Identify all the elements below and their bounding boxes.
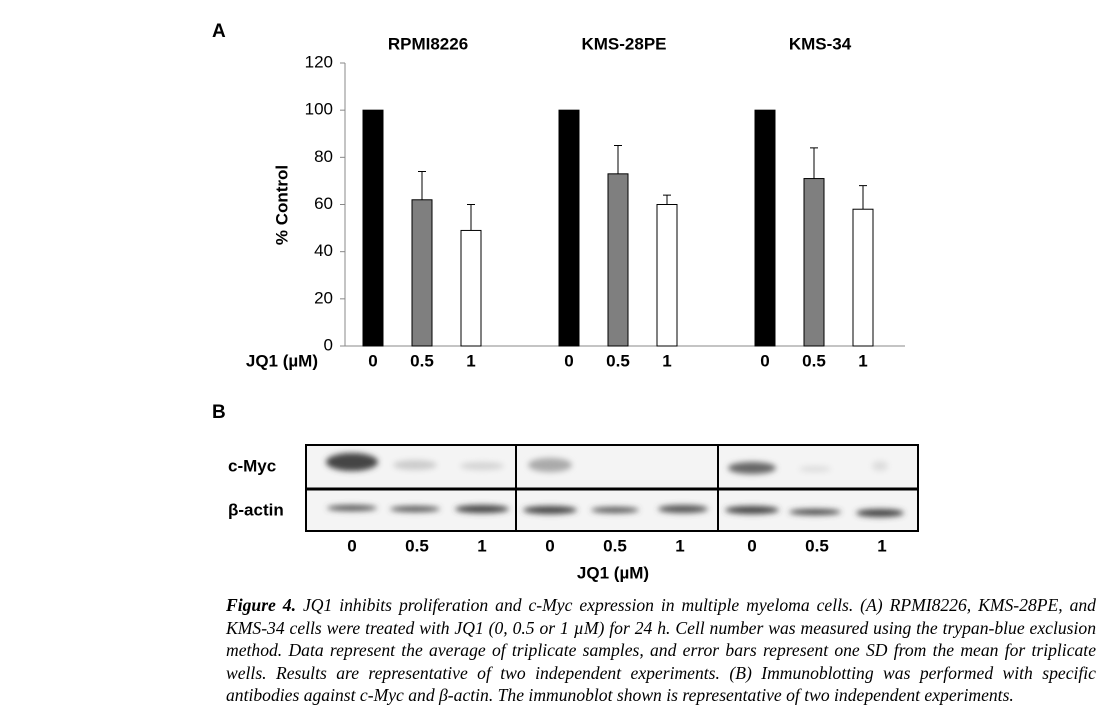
bar (558, 109, 580, 347)
blot-lanes: 0 0.5 1 0 0.5 1 0 0.5 1 (347, 536, 886, 555)
error-bar (663, 194, 671, 205)
x-tick-label: 0.5 (410, 351, 434, 370)
bar (607, 173, 629, 347)
y-tick-label: 40 (314, 241, 333, 260)
error-bar (810, 147, 818, 179)
blot-x-label: JQ1 (µM) (577, 563, 649, 582)
group-title: KMS-34 (789, 34, 852, 53)
figure: A % Control JQ1 (µM) 020406080100120RPMI… (212, 21, 919, 582)
x-tick-label: 1 (858, 351, 867, 370)
panel-label: B (212, 402, 226, 423)
blot-lane-label: 0 (747, 536, 756, 555)
y-tick-label: 20 (314, 288, 333, 307)
blot-lane-label: 0.5 (405, 536, 429, 555)
caption-label: Figure 4. (226, 595, 296, 615)
bar (852, 208, 874, 347)
y-tick-label: 120 (305, 52, 333, 71)
blot-lane-label: 0 (545, 536, 554, 555)
panel-label: A (212, 21, 226, 42)
y-tick-label: 0 (324, 335, 333, 354)
blot-image (305, 444, 919, 532)
y-tick-label: 100 (305, 100, 333, 119)
error-bar (859, 185, 867, 210)
blot-lane-label: 0.5 (805, 536, 829, 555)
plot: 0 20 40 60 80 100 120 RPMI8226 0 0.5 1 KMS-28PE 0 0.5… (305, 34, 874, 370)
y-tick-label: 60 (314, 194, 333, 213)
x-tick-label: 0.5 (606, 351, 630, 370)
blot-lane-label: 0 (347, 536, 356, 555)
x-tick-label: 1 (466, 351, 475, 370)
error-bar (418, 170, 426, 200)
blot-lane-label: 1 (675, 536, 684, 555)
blot-row-label: c-Myc (228, 456, 276, 475)
group-title: KMS-28PE (581, 34, 666, 53)
x-tick-label: 0 (760, 351, 769, 370)
bar (656, 204, 678, 347)
blot-row-label: β-actin (228, 500, 284, 519)
blot-lane-label: 1 (477, 536, 486, 555)
x-axis-label: JQ1 (µM) (246, 351, 318, 370)
error-bar (614, 145, 622, 174)
bar (362, 109, 384, 347)
group-title: RPMI8226 (388, 34, 468, 53)
bar (460, 229, 482, 347)
blot-lane-label: 0.5 (603, 536, 627, 555)
error-bar (467, 204, 475, 231)
x-tick-label: 0 (368, 351, 377, 370)
caption-text: JQ1 inhibits proliferation and c-Myc exp… (226, 595, 1096, 706)
blot-lane-label: 1 (877, 536, 886, 555)
bar (803, 178, 825, 347)
x-tick-label: 0 (564, 351, 573, 370)
y-tick-label: 80 (314, 147, 333, 166)
x-tick-label: 0.5 (802, 351, 826, 370)
caption: Figure 4. JQ1 inhibits proliferation and… (226, 594, 1096, 707)
y-axis-label: % Control (272, 165, 291, 245)
bar (411, 199, 433, 347)
bar (754, 109, 776, 347)
x-tick-label: 1 (662, 351, 671, 370)
